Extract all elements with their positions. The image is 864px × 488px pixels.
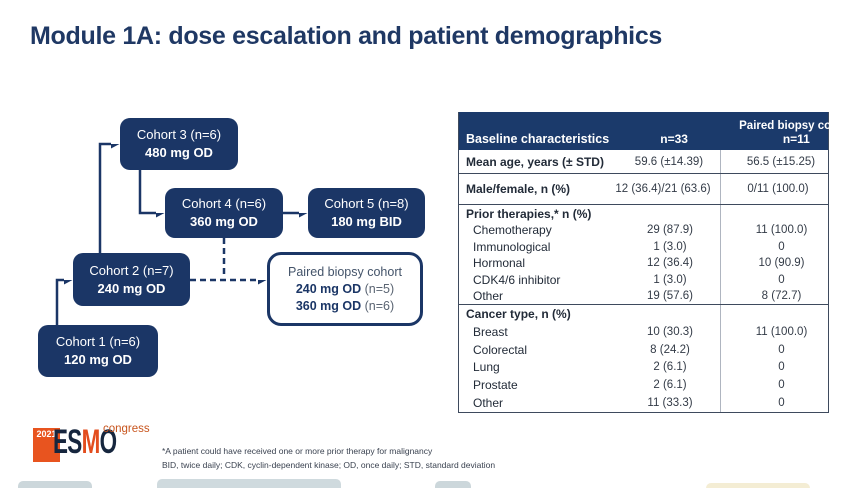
column-divider: [720, 150, 721, 412]
table-row: Other 19 (57.6) 8 (72.7): [459, 288, 828, 305]
row-value-n33: 12 (36.4): [646, 257, 694, 270]
row-label: Immunological: [473, 239, 551, 254]
footnote-prior-therapy: *A patient could have received one or mo…: [162, 446, 433, 456]
cohort4-box: Cohort 4 (n=6) 360 mg OD: [165, 188, 283, 238]
row-value-pbc: 11 (100.0): [755, 224, 808, 237]
row-label: Breast: [473, 324, 508, 339]
row-label: Lung: [473, 360, 500, 375]
table-row: Breast 10 (30.3) 11 (100.0): [459, 323, 828, 341]
table-row: Chemotherapy 29 (87.9) 11 (100.0): [459, 222, 828, 239]
row-label: Chemotherapy: [473, 223, 552, 238]
cohort3-name: Cohort 3 (n=6): [136, 127, 222, 142]
table-body: Mean age, years (± STD) 59.6 (±14.39) 56…: [459, 150, 828, 412]
table-row: Mean age, years (± STD) 59.6 (±14.39) 56…: [459, 150, 828, 174]
table-row: CDK4/6 inhibitor 1 (3.0) 0: [459, 272, 828, 289]
row-label: Mean age, years (± STD): [466, 154, 604, 169]
cohort3-dose: 480 mg OD: [145, 145, 213, 160]
row-value-pbc: 0: [778, 397, 785, 410]
bottom-toolbar-item[interactable]: [435, 481, 471, 488]
row-value-n33: 19 (57.6): [646, 290, 694, 303]
row-value-n33: 29 (87.9): [646, 224, 694, 237]
footnotes: *A patient could have received one or mo…: [162, 445, 495, 472]
header-n33: n=33: [660, 132, 688, 146]
row-label: Male/female, n (%): [466, 182, 571, 196]
row-label: Other: [473, 289, 504, 304]
row-label: CDK4/6 inhibitor: [473, 273, 561, 288]
page-title: Module 1A: dose escalation and patient d…: [30, 22, 663, 50]
logo-congress-label: congress: [103, 423, 150, 435]
row-value-pbc: 10 (90.9): [758, 257, 805, 270]
row-value-pbc: 56.5 (±15.25): [746, 155, 816, 168]
paired-biopsy-row1: 240 mg OD (n=5): [295, 281, 395, 296]
row-value-n33: 2 (6.1): [653, 379, 687, 392]
footnote-abbreviations: BID, twice daily; CDK, cyclin-dependent …: [162, 459, 496, 470]
cohort4-dose: 360 mg OD: [190, 214, 258, 229]
row-value-n33: 12 (36.4)/21 (63.6): [615, 183, 711, 195]
cohort2-dose: 240 mg OD: [97, 280, 166, 296]
table-row: Hormonal 12 (36.4) 10 (90.9): [459, 255, 828, 272]
row-value-n33: 59.6 (±14.39): [634, 155, 704, 168]
bottom-toolbar-item[interactable]: [18, 481, 92, 488]
header-baseline-characteristics: Baseline characteristics: [466, 132, 610, 146]
table-row: Prostate 2 (6.1) 0: [459, 376, 828, 394]
row-value-pbc: 0: [778, 343, 785, 356]
row-label: Other: [473, 396, 504, 411]
cohort5-name: Cohort 5 (n=8): [324, 196, 409, 211]
cohort3-box: Cohort 3 (n=6) 480 mg OD: [120, 118, 238, 170]
row-value-pbc: 11 (100.0): [755, 325, 808, 338]
logo-year-badge: 2021: [33, 428, 60, 462]
row-value-n33: 10 (30.3): [646, 325, 694, 338]
baseline-characteristics-table: Baseline characteristics n=33 Paired bio…: [458, 112, 854, 413]
esmo-2021-congress-logo: 2021 ESMO congress: [33, 423, 163, 468]
row-value-pbc: 8 (72.7): [761, 290, 802, 303]
row-label: Hormonal: [473, 256, 526, 271]
row-value-n33: 2 (6.1): [653, 361, 687, 374]
row-value-pbc: 0: [778, 274, 785, 287]
table-row: Other 11 (33.3) 0: [459, 394, 828, 412]
paired-biopsy-title: Paired biopsy cohort: [288, 264, 402, 279]
table-section-row: Cancer type, n (%): [459, 305, 828, 323]
cohort5-dose: 180 mg BID: [331, 214, 402, 229]
logo-esmo-wordmark: ESMO: [53, 423, 117, 461]
paired-biopsy-box: Paired biopsy cohort 240 mg OD (n=5) 360…: [267, 252, 423, 326]
cohort4-name: Cohort 4 (n=6): [181, 196, 267, 211]
bottom-toolbar-item[interactable]: [706, 483, 810, 488]
table-header-row: Baseline characteristics n=33 Paired bio…: [459, 112, 854, 150]
cohort2-box: Cohort 2 (n=7) 240 mg OD: [73, 253, 190, 306]
cohort2-name: Cohort 2 (n=7): [89, 262, 174, 278]
row-value-n33: 8 (24.2): [650, 343, 690, 356]
table-row: Lung 2 (6.1) 0: [459, 359, 828, 377]
table-row: Colorectal 8 (24.2) 0: [459, 341, 828, 359]
row-value-n33: 1 (3.0): [653, 240, 687, 253]
row-label: Prostate: [473, 378, 518, 393]
row-value-pbc: 0: [778, 379, 785, 392]
table-section-row: Prior therapies,* n (%): [459, 205, 828, 222]
cohort5-box: Cohort 5 (n=8) 180 mg BID: [308, 188, 425, 238]
row-value-n33: 11 (33.3): [647, 397, 693, 410]
cohort1-dose: 120 mg OD: [64, 352, 132, 367]
row-value-pbc: 0: [778, 361, 785, 374]
bottom-toolbar-item[interactable]: [157, 479, 341, 488]
table-row: Male/female, n (%) 12 (36.4)/21 (63.6) 0…: [459, 174, 828, 205]
section-label: Prior therapies,* n (%): [466, 206, 592, 221]
section-label: Cancer type, n (%): [466, 306, 571, 321]
row-value-pbc: 0/11 (100.0): [747, 183, 809, 195]
row-value-n33: 1 (3.0): [653, 274, 687, 287]
cohort1-box: Cohort 1 (n=6) 120 mg OD: [38, 325, 158, 377]
table-row: Immunological 1 (3.0) 0: [459, 239, 828, 256]
header-paired-biopsy-cohort: Paired biopsy cohort n=11: [739, 120, 854, 146]
row-label: Colorectal: [473, 342, 528, 357]
cohort1-name: Cohort 1 (n=6): [55, 334, 141, 349]
paired-biopsy-row2: 360 mg OD (n=6): [295, 298, 395, 313]
row-value-pbc: 0: [778, 240, 785, 253]
